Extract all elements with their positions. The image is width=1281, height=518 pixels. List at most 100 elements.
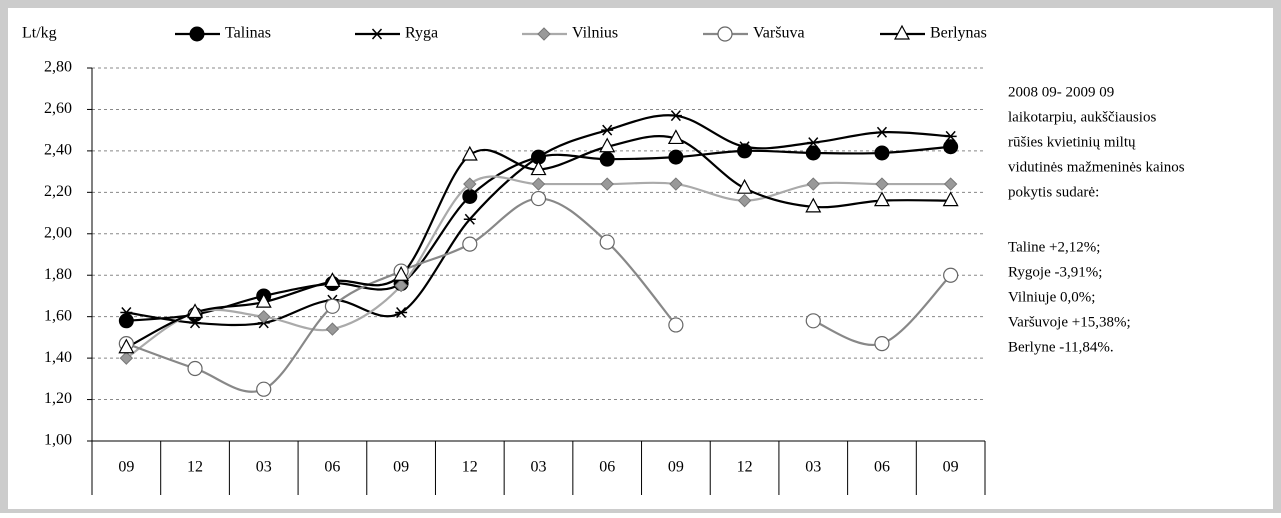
legend-marker [537,27,551,41]
marker [805,313,821,329]
marker [944,130,957,142]
annotation-line: laikotarpiu, aukščiausios [1008,109,1156,125]
marker [463,177,477,191]
annotation-line: vidutinės mažmeninės kainos [1008,159,1185,175]
marker [394,278,408,293]
x-tick-label: 03 [256,459,272,476]
marker [324,298,341,314]
y-tick-label: 2,40 [44,142,72,159]
legend-marker [893,24,911,40]
marker [530,160,547,176]
marker [601,124,614,136]
y-tick-label: 2,20 [44,183,72,200]
annotation-line: pokytis sudarė: [1008,184,1099,200]
marker [805,197,822,213]
annotation-line: Rygoje -3,91%; [1008,264,1102,280]
marker [875,177,889,191]
annotation-line: Vilniuje 0,0%; [1008,289,1095,305]
x-tick-label: 03 [805,459,821,476]
marker [461,145,478,161]
marker [873,191,890,207]
marker [462,236,478,252]
marker [875,126,888,138]
marker [189,317,202,329]
marker [187,360,203,377]
marker [599,137,616,153]
marker [325,322,340,336]
x-tick-label: 03 [531,459,547,476]
y-tick-label: 2,00 [44,224,72,241]
legend-marker [189,26,205,42]
marker [599,151,615,167]
marker [738,141,751,153]
x-tick-label: 12 [462,459,478,476]
marker [118,313,134,329]
marker [119,351,134,365]
annotation-line: 2008 09- 2009 09 [1008,84,1114,100]
marker [736,178,753,194]
y-tick-label: 2,60 [44,100,72,117]
marker [600,177,614,191]
series-line [812,274,952,347]
marker [599,234,615,250]
marker [255,292,272,308]
marker [943,267,959,283]
marker [943,139,959,155]
legend-label: Varšuva [753,25,805,42]
series-line [126,114,951,327]
marker [120,307,133,319]
annotation-line: Berlyne -11,84%. [1008,339,1114,355]
x-tick-label: 09 [668,459,684,476]
marker [943,177,958,191]
marker [807,137,820,149]
marker [393,265,410,281]
marker [395,307,408,319]
annotation-line: Varšuvoje +15,38%; [1008,314,1131,330]
y-axis-label: Lt/kg [22,25,57,42]
legend-marker [717,26,733,42]
marker [874,145,890,161]
y-tick-label: 1,40 [44,349,72,366]
marker [737,193,752,208]
marker [324,272,341,288]
marker [874,336,890,352]
marker [256,381,272,397]
y-tick-label: 1,80 [44,266,72,283]
legend-label: Vilnius [572,25,618,42]
x-tick-label: 09 [118,459,134,476]
legend-label: Ryga [405,25,438,42]
marker [462,188,478,204]
x-tick-label: 06 [874,459,890,476]
marker [531,177,546,191]
marker [187,303,204,319]
x-tick-label: 09 [393,459,409,476]
legend-label: Berlynas [930,25,987,42]
marker [667,129,684,145]
y-tick-label: 1,00 [44,432,72,449]
series-line [125,197,677,393]
legend-marker [371,28,383,40]
marker [806,177,820,191]
y-tick-label: 1,20 [44,390,72,407]
annotation-line: Taline +2,12%; [1008,239,1100,255]
marker [668,149,684,165]
y-tick-label: 1,60 [44,307,72,324]
x-tick-label: 06 [599,459,615,476]
marker [530,190,547,207]
marker [669,110,682,122]
marker [463,213,476,225]
marker [532,151,545,163]
x-tick-label: 09 [943,459,959,476]
marker [257,309,271,324]
legend-label: Talinas [225,25,271,42]
marker [669,177,683,191]
marker [805,145,821,161]
marker [668,317,684,333]
x-tick-label: 12 [737,459,753,476]
x-tick-label: 12 [187,459,203,476]
marker [118,338,135,354]
marker [942,191,959,207]
